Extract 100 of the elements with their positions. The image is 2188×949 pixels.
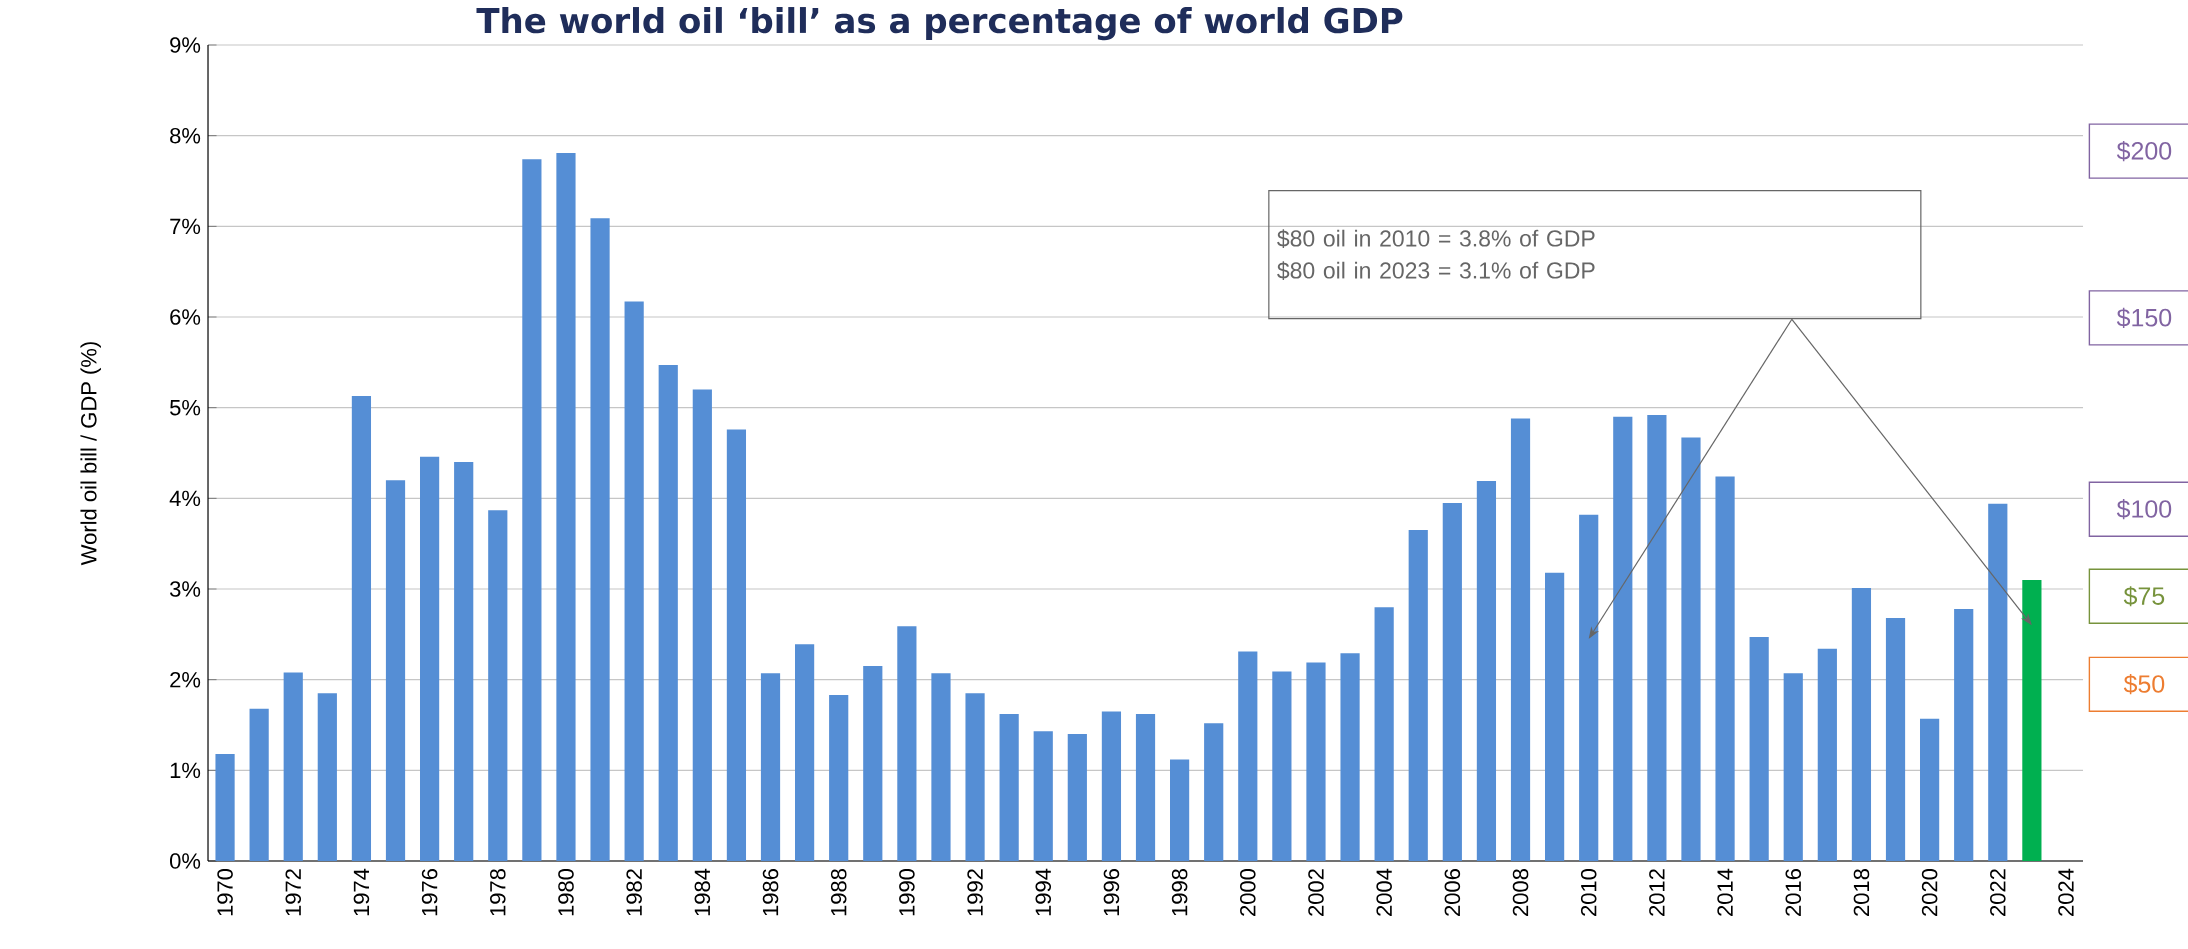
x-tick-label: 1996: [1103, 869, 1120, 916]
bar: [1851, 588, 1872, 861]
bar: [931, 673, 951, 861]
x-tick-label: 1974: [353, 868, 370, 916]
bar: [1272, 671, 1292, 861]
y-tick-label: 3%: [169, 581, 201, 597]
bar: [1783, 673, 1803, 861]
bar: [624, 301, 644, 861]
y-tick-label: 5%: [170, 399, 201, 416]
x-tick-label: 2006: [1444, 869, 1461, 916]
bar: [2022, 579, 2042, 861]
bar: [965, 693, 985, 861]
x-tick-label: 1978: [490, 869, 506, 916]
bar: [1715, 476, 1735, 861]
bar: [1954, 608, 1974, 861]
bar: [351, 395, 372, 861]
bar: [760, 673, 781, 861]
x-tick-label: 2000: [1240, 868, 1256, 916]
bar: [999, 714, 1019, 861]
x-tick-label: 1982: [626, 869, 642, 916]
x-tick-label: 1976: [421, 869, 438, 916]
y-axis-title: World oil bill / GDP (%): [80, 342, 101, 566]
text: $50: [2123, 674, 2165, 695]
bar: [215, 754, 235, 861]
bar: [283, 672, 303, 861]
bar: [1442, 502, 1462, 861]
x-tick-label: 1980: [558, 868, 574, 916]
y-tick-label: 7%: [170, 218, 201, 235]
x-tick-label: 1990: [899, 868, 915, 916]
bar: [1306, 662, 1326, 861]
x-tick-label: 2008: [1512, 869, 1529, 916]
y-tick-label: 8%: [170, 127, 201, 144]
bar: [1545, 572, 1565, 861]
y-tick-label: 2%: [170, 671, 201, 688]
text: $200: [2116, 140, 2172, 162]
x-tick-label: 2022: [1990, 869, 2006, 916]
y-tick-label: 4%: [169, 490, 201, 507]
bar: [658, 365, 678, 861]
bar: [692, 389, 712, 861]
y-tick-label: 0%: [169, 853, 201, 869]
bar: [1238, 651, 1258, 861]
x-tick-label: 1988: [830, 869, 847, 916]
bar: [1920, 718, 1940, 861]
bar: [726, 429, 747, 861]
bar: [488, 510, 508, 861]
x-tick-label: 1986: [762, 869, 779, 916]
y-tick-label: 9%: [170, 37, 201, 53]
x-tick-label: 2012: [1649, 869, 1665, 916]
bar: [590, 218, 610, 861]
bar: [1647, 414, 1667, 861]
bar: [829, 695, 849, 861]
bar: [1204, 723, 1224, 861]
bar: [420, 456, 440, 861]
bar: [385, 480, 406, 861]
x-tick-label: 1970: [217, 868, 233, 916]
bar: [1170, 759, 1190, 861]
bar: [1749, 637, 1769, 861]
bar: [863, 666, 883, 861]
text: $75: [2123, 586, 2165, 607]
bar: [1817, 648, 1837, 861]
bar: [1988, 503, 2008, 861]
bar: [1681, 437, 1701, 861]
bar: [454, 462, 474, 861]
bar: [1579, 514, 1599, 861]
x-tick-label: 1998: [1171, 869, 1188, 916]
annotation: $80 oil in 2010 = 3.8% of GDP: [1277, 229, 1595, 248]
bar: [317, 693, 337, 861]
bar: [1885, 618, 1906, 861]
bar: [1374, 607, 1394, 861]
text: $100: [2116, 499, 2172, 520]
x-tick-label: 1984: [694, 868, 711, 916]
annotation: $80 oil in 2023 = 3.1% of GDP: [1277, 261, 1595, 280]
y-tick-label: 1%: [170, 762, 201, 779]
x-tick-label: 2014: [1717, 868, 1733, 916]
x-tick-label: 2002: [1308, 869, 1324, 916]
bar: [1408, 530, 1428, 861]
chart-title: The world oil ‘bill’ as a percentage of world GDP: [476, 7, 1403, 41]
bar: [897, 626, 917, 861]
x-tick-label: 1972: [285, 869, 302, 916]
bar: [249, 708, 269, 861]
x-tick-label: 1994: [1035, 868, 1052, 916]
x-tick-label: 2016: [1785, 869, 1802, 916]
x-tick-label: 2010: [1580, 868, 1597, 916]
bar: [1340, 653, 1360, 861]
bar: [1613, 416, 1633, 861]
bar: [1033, 731, 1053, 861]
x-tick-label: 2024: [2058, 868, 2074, 916]
x-tick-label: 1992: [967, 869, 983, 916]
bar: [795, 644, 815, 861]
x-tick-label: 2018: [1853, 869, 1870, 916]
bar: [1476, 481, 1497, 861]
bar: [1510, 418, 1531, 861]
bar: [1067, 734, 1087, 861]
bar: [522, 159, 542, 861]
x-tick-label: 2020: [1921, 868, 1938, 916]
bar: [556, 152, 576, 861]
x-tick-label: 2004: [1376, 868, 1392, 916]
bar: [1101, 711, 1122, 861]
y-tick-label: 6%: [170, 309, 201, 325]
text: $150: [2116, 307, 2172, 329]
